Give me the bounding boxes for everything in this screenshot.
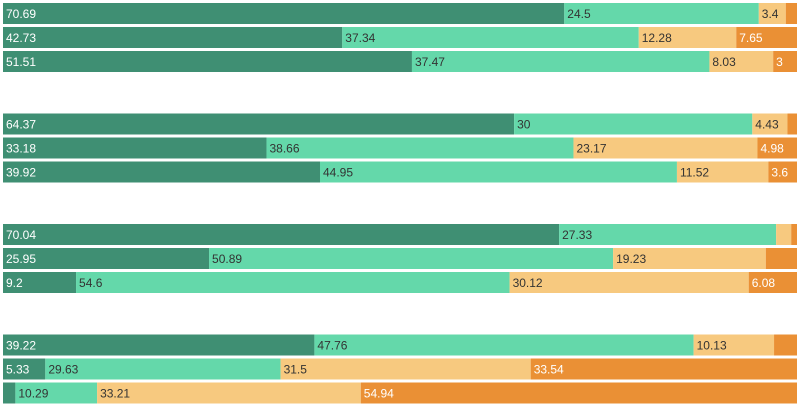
bar-segment [97,382,361,404]
bar-segment [3,248,210,269]
bar-segment [752,113,788,135]
bar-segment [757,137,797,159]
data-label: 3.4 [762,7,779,21]
bar-segment [45,358,281,380]
bar-segment [774,334,797,356]
data-label: 25.95 [6,252,36,266]
data-label: 38.66 [269,142,299,156]
bar-group-1: 70.69 24.5 3.4 42.73 37.34 12.28 7.65 51.51 37.4… [3,3,797,72]
data-label: 70.04 [6,228,36,242]
bar-segment [411,51,710,72]
bar-segment [320,161,677,183]
data-label: 64.37 [6,118,36,132]
data-label: 6.08 [752,276,776,290]
data-label: 9.2 [6,276,23,290]
bar-group-2: 64.37 30 4.43 33.18 38.66 23.17 4.98 39.92 44.95… [3,113,797,183]
bar-segment [3,137,267,159]
data-label: 10.29 [18,387,48,401]
bar-segment [776,224,792,245]
bar-segment [314,334,694,356]
bar-segment [676,161,769,183]
data-label: 30.12 [513,276,543,290]
bar-segment [559,224,777,245]
bar-segment [787,113,797,135]
bar-segment [3,113,515,135]
bar-segment [3,51,412,72]
bar-segment [3,224,560,245]
bar-segment [530,358,797,380]
bar-segment [3,334,315,356]
data-label: 23.17 [576,142,606,156]
data-label: 39.92 [6,166,36,180]
data-label: 8.03 [712,55,736,69]
bar-segment [573,137,758,159]
data-label: 29.63 [48,363,78,377]
data-label: 54.6 [79,276,103,290]
bar-group-4: 39.22 47.76 10.13 5.33 29.63 31.5 33.54 10.29 33… [3,334,797,404]
bar-segment [280,358,531,380]
data-label: 3.6 [771,166,788,180]
data-label: 37.47 [415,55,445,69]
data-label: 47.76 [317,339,347,353]
bar-segment [709,51,774,72]
data-label: 4.98 [760,142,784,156]
bar-segment [3,27,343,48]
bar-group-3: 70.04 27.33 25.95 50.89 19.23 9.2 54.6 30.12 6.0… [3,224,797,293]
data-label: 7.65 [739,31,763,45]
bar-segment [748,272,797,293]
data-label: 19.23 [616,252,646,266]
bar-segment [613,248,766,269]
bar-segment [360,382,797,404]
bar-segment [3,382,16,404]
data-label: 4.43 [755,118,779,132]
data-label: 33.21 [100,387,130,401]
bar-segment [758,3,786,24]
bar-segment [342,27,639,48]
data-label: 24.5 [567,7,591,21]
bar-segment [638,27,737,48]
bar-segment [266,137,574,159]
data-label: 33.54 [534,363,564,377]
bar-segment [76,272,510,293]
bar-segment [3,358,46,380]
data-label: 3 [776,55,783,69]
bar-segment [3,161,320,183]
data-label: 51.51 [6,55,36,69]
data-label: 50.89 [212,252,242,266]
bar-segment [736,27,797,48]
data-label: 37.34 [345,31,375,45]
bar-segment [765,248,797,269]
data-label: 5.33 [6,363,30,377]
data-label: 10.13 [697,339,727,353]
data-label: 54.94 [364,387,394,401]
bar-segment [564,3,759,24]
bar-segment [209,248,614,269]
data-label: 30 [517,118,531,132]
data-label: 39.22 [6,339,36,353]
bar-segment [791,224,797,245]
bar-segment [773,51,797,72]
data-label: 33.18 [6,142,36,156]
bar-segment [785,3,797,24]
bar-segment [3,3,565,24]
data-label: 12.28 [642,31,672,45]
bar-segment [509,272,749,293]
data-label: 42.73 [6,31,36,45]
data-label: 44.95 [323,166,353,180]
data-label: 70.69 [6,7,36,21]
data-label: 27.33 [562,228,592,242]
bar-segment [693,334,775,356]
bar-segment [514,113,753,135]
data-label: 31.5 [284,363,308,377]
bar-segment [768,161,797,183]
bar-segment [15,382,98,404]
bar-segment [3,272,77,293]
data-label: 11.52 [680,166,709,180]
